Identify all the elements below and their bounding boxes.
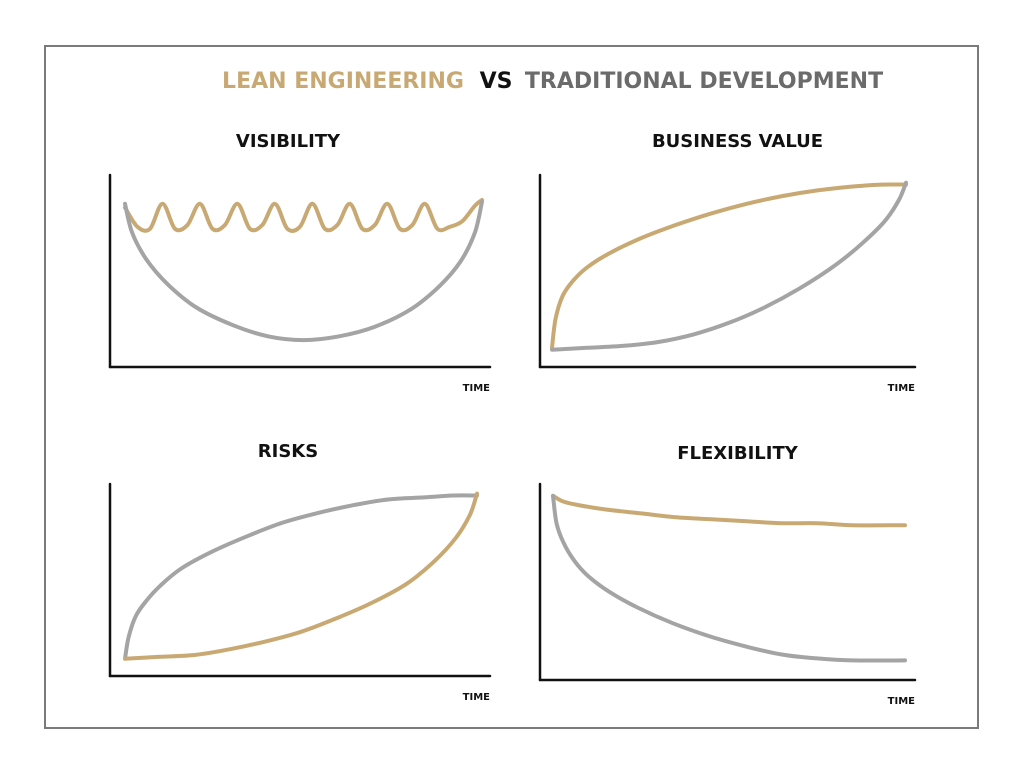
x-axis-label: TIME: [888, 383, 915, 394]
chart-flexibility: FLEXIBILITY TIME: [538, 443, 917, 707]
chart-title: RISKS: [258, 441, 318, 462]
chart-visibility: VISIBILITY TIME: [108, 131, 492, 394]
series-line-traditional-development: [551, 493, 907, 663]
series-line-traditional-development: [123, 199, 484, 343]
x-axis-label: TIME: [463, 692, 490, 703]
series-line-lean-engineering: [123, 198, 484, 233]
chart-business-value: BUSINESS VALUE TIME: [538, 131, 917, 394]
series-line-traditional-development: [550, 180, 908, 352]
x-axis-label: TIME: [888, 696, 915, 707]
header-vs-label: VS: [480, 69, 513, 94]
charts-grid: VISIBILITY TIME BUSINESS VALUE TIME RISKS TIM…: [108, 131, 917, 707]
series-line-traditional-development: [123, 493, 479, 661]
series-line-lean-engineering: [123, 491, 479, 661]
chart-risks: RISKS TIME: [108, 441, 492, 703]
x-axis-label: TIME: [463, 383, 490, 394]
header-lean-label: LEAN ENGINEERING: [222, 69, 464, 94]
series-line-lean-engineering: [550, 182, 908, 350]
header-traditional-label: TRADITIONAL DEVELOPMENT: [525, 69, 883, 94]
series-line-lean-engineering: [551, 493, 907, 528]
chart-title: BUSINESS VALUE: [652, 131, 823, 152]
chart-title: FLEXIBILITY: [677, 443, 798, 464]
chart-title: VISIBILITY: [236, 131, 341, 152]
outer-frame: [44, 45, 979, 729]
